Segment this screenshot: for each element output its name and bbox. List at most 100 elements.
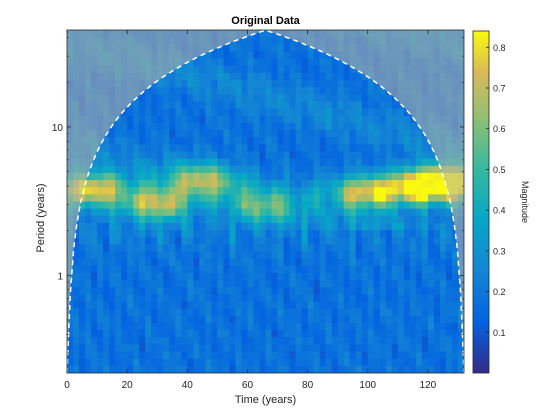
heatmap-cell (361, 287, 369, 295)
heatmap-cell (235, 115, 243, 124)
heatmap-cell (289, 201, 297, 210)
heatmap-cell (445, 194, 453, 203)
heatmap-cell (313, 94, 321, 103)
heatmap-cell (139, 137, 146, 145)
heatmap-cell (313, 251, 321, 260)
heatmap-cell (175, 337, 182, 346)
heatmap-cell (211, 344, 218, 353)
heatmap-cell (265, 144, 273, 153)
heatmap-cell (121, 158, 128, 167)
heatmap-cell (445, 244, 453, 253)
heatmap-cell (175, 222, 182, 231)
heatmap-cell (139, 144, 146, 153)
heatmap-cell (79, 201, 86, 210)
heatmap-cell (217, 115, 224, 124)
heatmap-cell (289, 237, 297, 245)
heatmap-cell (127, 180, 134, 188)
heatmap-cell (421, 280, 429, 288)
heatmap-cell (415, 287, 423, 295)
heatmap-cell (325, 301, 333, 310)
heatmap-cell (181, 280, 188, 288)
heatmap-cell (157, 151, 164, 160)
heatmap-cell (397, 215, 405, 224)
heatmap-cell (271, 30, 279, 38)
heatmap-cell (163, 280, 170, 288)
heatmap-cell (403, 180, 411, 188)
heatmap-cell (115, 115, 122, 124)
heatmap-cell (397, 258, 405, 267)
heatmap-cell (427, 337, 435, 346)
colorbar-tick-label: 0.2 (493, 287, 506, 297)
heatmap-cell (127, 351, 134, 360)
heatmap-cell (301, 337, 309, 346)
heatmap-cell (97, 194, 104, 203)
heatmap-cell (73, 365, 80, 373)
heatmap-cell (343, 115, 351, 124)
heatmap-cell (445, 322, 453, 331)
heatmap-cell (451, 265, 459, 274)
heatmap-cell (367, 280, 375, 288)
heatmap-cell (175, 265, 182, 274)
heatmap-cell (73, 287, 80, 295)
heatmap-cell (223, 65, 231, 74)
heatmap-cell (421, 294, 429, 303)
heatmap-cell (337, 294, 345, 303)
heatmap-cell (145, 165, 152, 174)
heatmap-cell (427, 165, 435, 174)
heatmap-cell (85, 251, 92, 260)
heatmap-cell (379, 365, 387, 373)
heatmap-cell (391, 237, 399, 245)
heatmap-cell (313, 122, 321, 131)
heatmap-cell (259, 158, 267, 167)
heatmap-cell (421, 251, 429, 260)
heatmap-cell (355, 108, 363, 117)
heatmap-cell (217, 180, 224, 188)
heatmap-cell (361, 230, 369, 238)
heatmap-cell (337, 87, 345, 95)
heatmap-cell (307, 165, 315, 174)
heatmap-cell (277, 272, 285, 281)
heatmap-cell (121, 144, 128, 153)
heatmap-cell (73, 358, 80, 367)
heatmap-cell (361, 172, 369, 181)
heatmap-cell (367, 344, 375, 353)
heatmap-cell (427, 272, 435, 281)
heatmap-cell (277, 237, 285, 245)
heatmap-cell (349, 187, 357, 195)
heatmap-cell (217, 230, 224, 238)
heatmap-cell (349, 365, 357, 373)
heatmap-cell (379, 244, 387, 253)
heatmap-cell (175, 137, 182, 145)
heatmap-cell (355, 322, 363, 331)
heatmap-cell (409, 151, 417, 160)
heatmap-cell (121, 187, 128, 195)
heatmap-cell (79, 308, 86, 317)
heatmap-cell (277, 122, 285, 131)
heatmap-cell (115, 344, 122, 353)
heatmap-cell (289, 330, 297, 338)
heatmap-cell (349, 165, 357, 174)
heatmap-cell (235, 244, 243, 253)
heatmap-cell (193, 280, 200, 288)
heatmap-cell (145, 87, 152, 95)
heatmap-cell (115, 151, 122, 160)
heatmap-cell (247, 115, 255, 124)
heatmap-cell (217, 65, 224, 74)
heatmap-cell (253, 151, 261, 160)
heatmap-cell (205, 151, 212, 160)
heatmap-cell (223, 322, 231, 331)
heatmap-cell (289, 165, 297, 174)
heatmap-cell (253, 322, 261, 331)
heatmap-cell (427, 230, 435, 238)
heatmap-cell (361, 80, 369, 88)
heatmap-cell (169, 215, 176, 224)
heatmap-cell (319, 201, 327, 210)
heatmap-cell (229, 94, 237, 103)
heatmap-cell (85, 258, 92, 267)
heatmap-cell (187, 165, 194, 174)
heatmap-cell (361, 122, 369, 131)
heatmap-cell (175, 151, 182, 160)
heatmap-cell (301, 308, 309, 317)
heatmap-cell (133, 180, 140, 188)
heatmap-cell (157, 194, 164, 203)
